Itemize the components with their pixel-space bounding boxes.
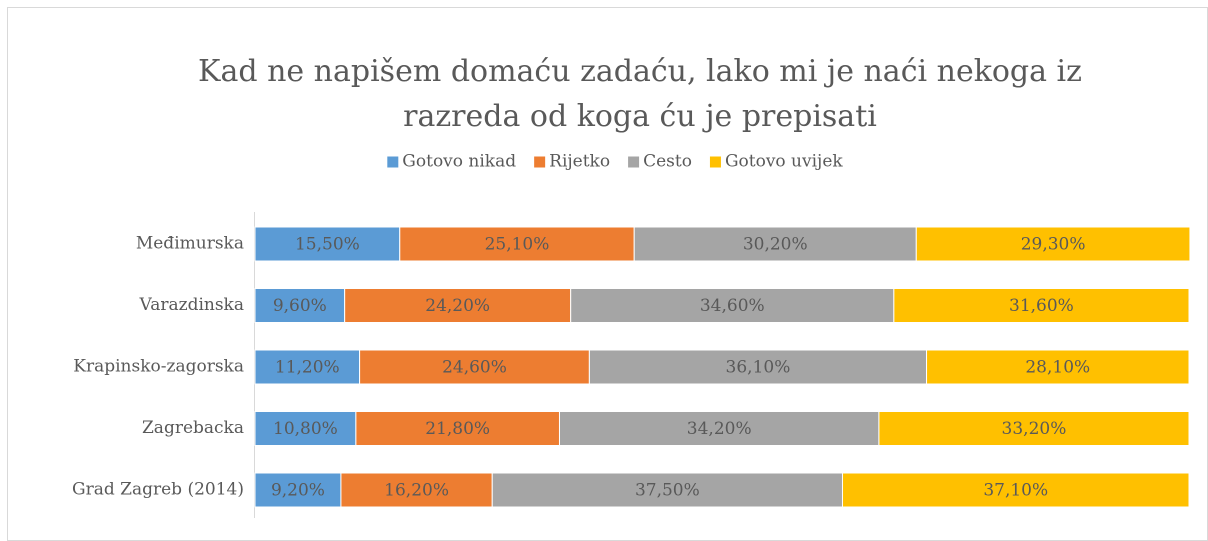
- data-label: 30,20%: [743, 235, 808, 255]
- data-label: 21,80%: [425, 419, 490, 439]
- bar-segment: [340, 472, 493, 508]
- data-label: 34,20%: [687, 419, 752, 439]
- chart-frame: [7, 7, 1208, 541]
- bar-segment: [254, 411, 357, 446]
- data-label: 37,10%: [983, 481, 1048, 501]
- bar-segment: [893, 288, 1190, 323]
- data-label: 15,50%: [295, 235, 360, 255]
- bar-segment: [254, 472, 342, 508]
- data-label: 34,60%: [700, 296, 765, 316]
- data-label: 33,20%: [1002, 419, 1067, 439]
- y-tick-label: Zagrebacka: [142, 418, 244, 438]
- legend-label: Cesto: [643, 152, 692, 172]
- data-label: 36,10%: [726, 358, 791, 378]
- chart-title: Kad ne napišem domaću zadaću, lako mi je…: [198, 54, 1082, 89]
- data-label: 9,60%: [273, 296, 327, 316]
- bar-segment: [254, 288, 346, 323]
- data-label: 16,20%: [384, 481, 449, 501]
- bar-segment: [926, 349, 1190, 385]
- legend-swatch: [387, 156, 399, 168]
- bar-segment: [915, 226, 1191, 262]
- legend-label: Gotovo uvijek: [725, 152, 843, 172]
- legend-swatch: [534, 156, 546, 168]
- legend-swatch: [628, 156, 640, 168]
- data-label: 37,50%: [635, 481, 700, 501]
- bar-segment: [841, 472, 1190, 508]
- y-tick-label: Grad Zagreb (2014): [72, 480, 244, 500]
- y-tick-label: Krapinsko-zagorska: [73, 357, 244, 377]
- chart-title: razreda od koga ću je prepisati: [403, 99, 877, 134]
- bar-segment: [254, 349, 361, 385]
- data-label: 24,60%: [442, 358, 507, 378]
- bar-segment: [399, 226, 635, 262]
- legend-swatch: [709, 156, 721, 168]
- data-label: 29,30%: [1021, 235, 1086, 255]
- y-tick-label: Međimurska: [136, 234, 244, 254]
- data-label: 24,20%: [425, 296, 490, 316]
- data-label: 10,80%: [273, 419, 338, 439]
- legend-label: Rijetko: [549, 152, 610, 172]
- bar-segment: [558, 411, 880, 446]
- bar-segment: [878, 411, 1190, 446]
- bar-segment: [588, 349, 928, 385]
- data-label: 28,10%: [1025, 358, 1090, 378]
- legend-label: Gotovo nikad: [402, 152, 516, 172]
- data-label: 9,20%: [271, 481, 325, 501]
- bar-segment: [359, 349, 590, 385]
- bar-segment: [254, 226, 401, 262]
- bar-segment: [491, 472, 843, 508]
- bar-segment: [355, 411, 560, 446]
- data-label: 25,10%: [485, 235, 550, 255]
- data-label: 11,20%: [275, 358, 340, 378]
- y-tick-label: Varazdinska: [139, 295, 245, 315]
- data-label: 31,60%: [1009, 296, 1074, 316]
